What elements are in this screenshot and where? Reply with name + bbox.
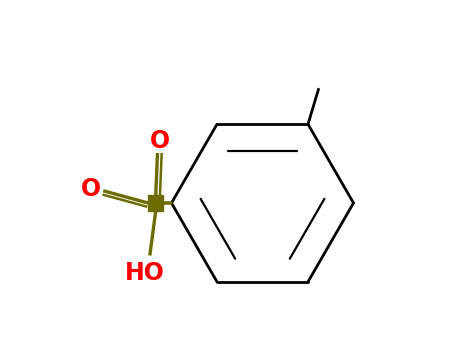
Text: HO: HO [125, 261, 165, 285]
Text: O: O [81, 177, 101, 201]
Text: O: O [150, 129, 170, 153]
Bar [148, 195, 163, 211]
